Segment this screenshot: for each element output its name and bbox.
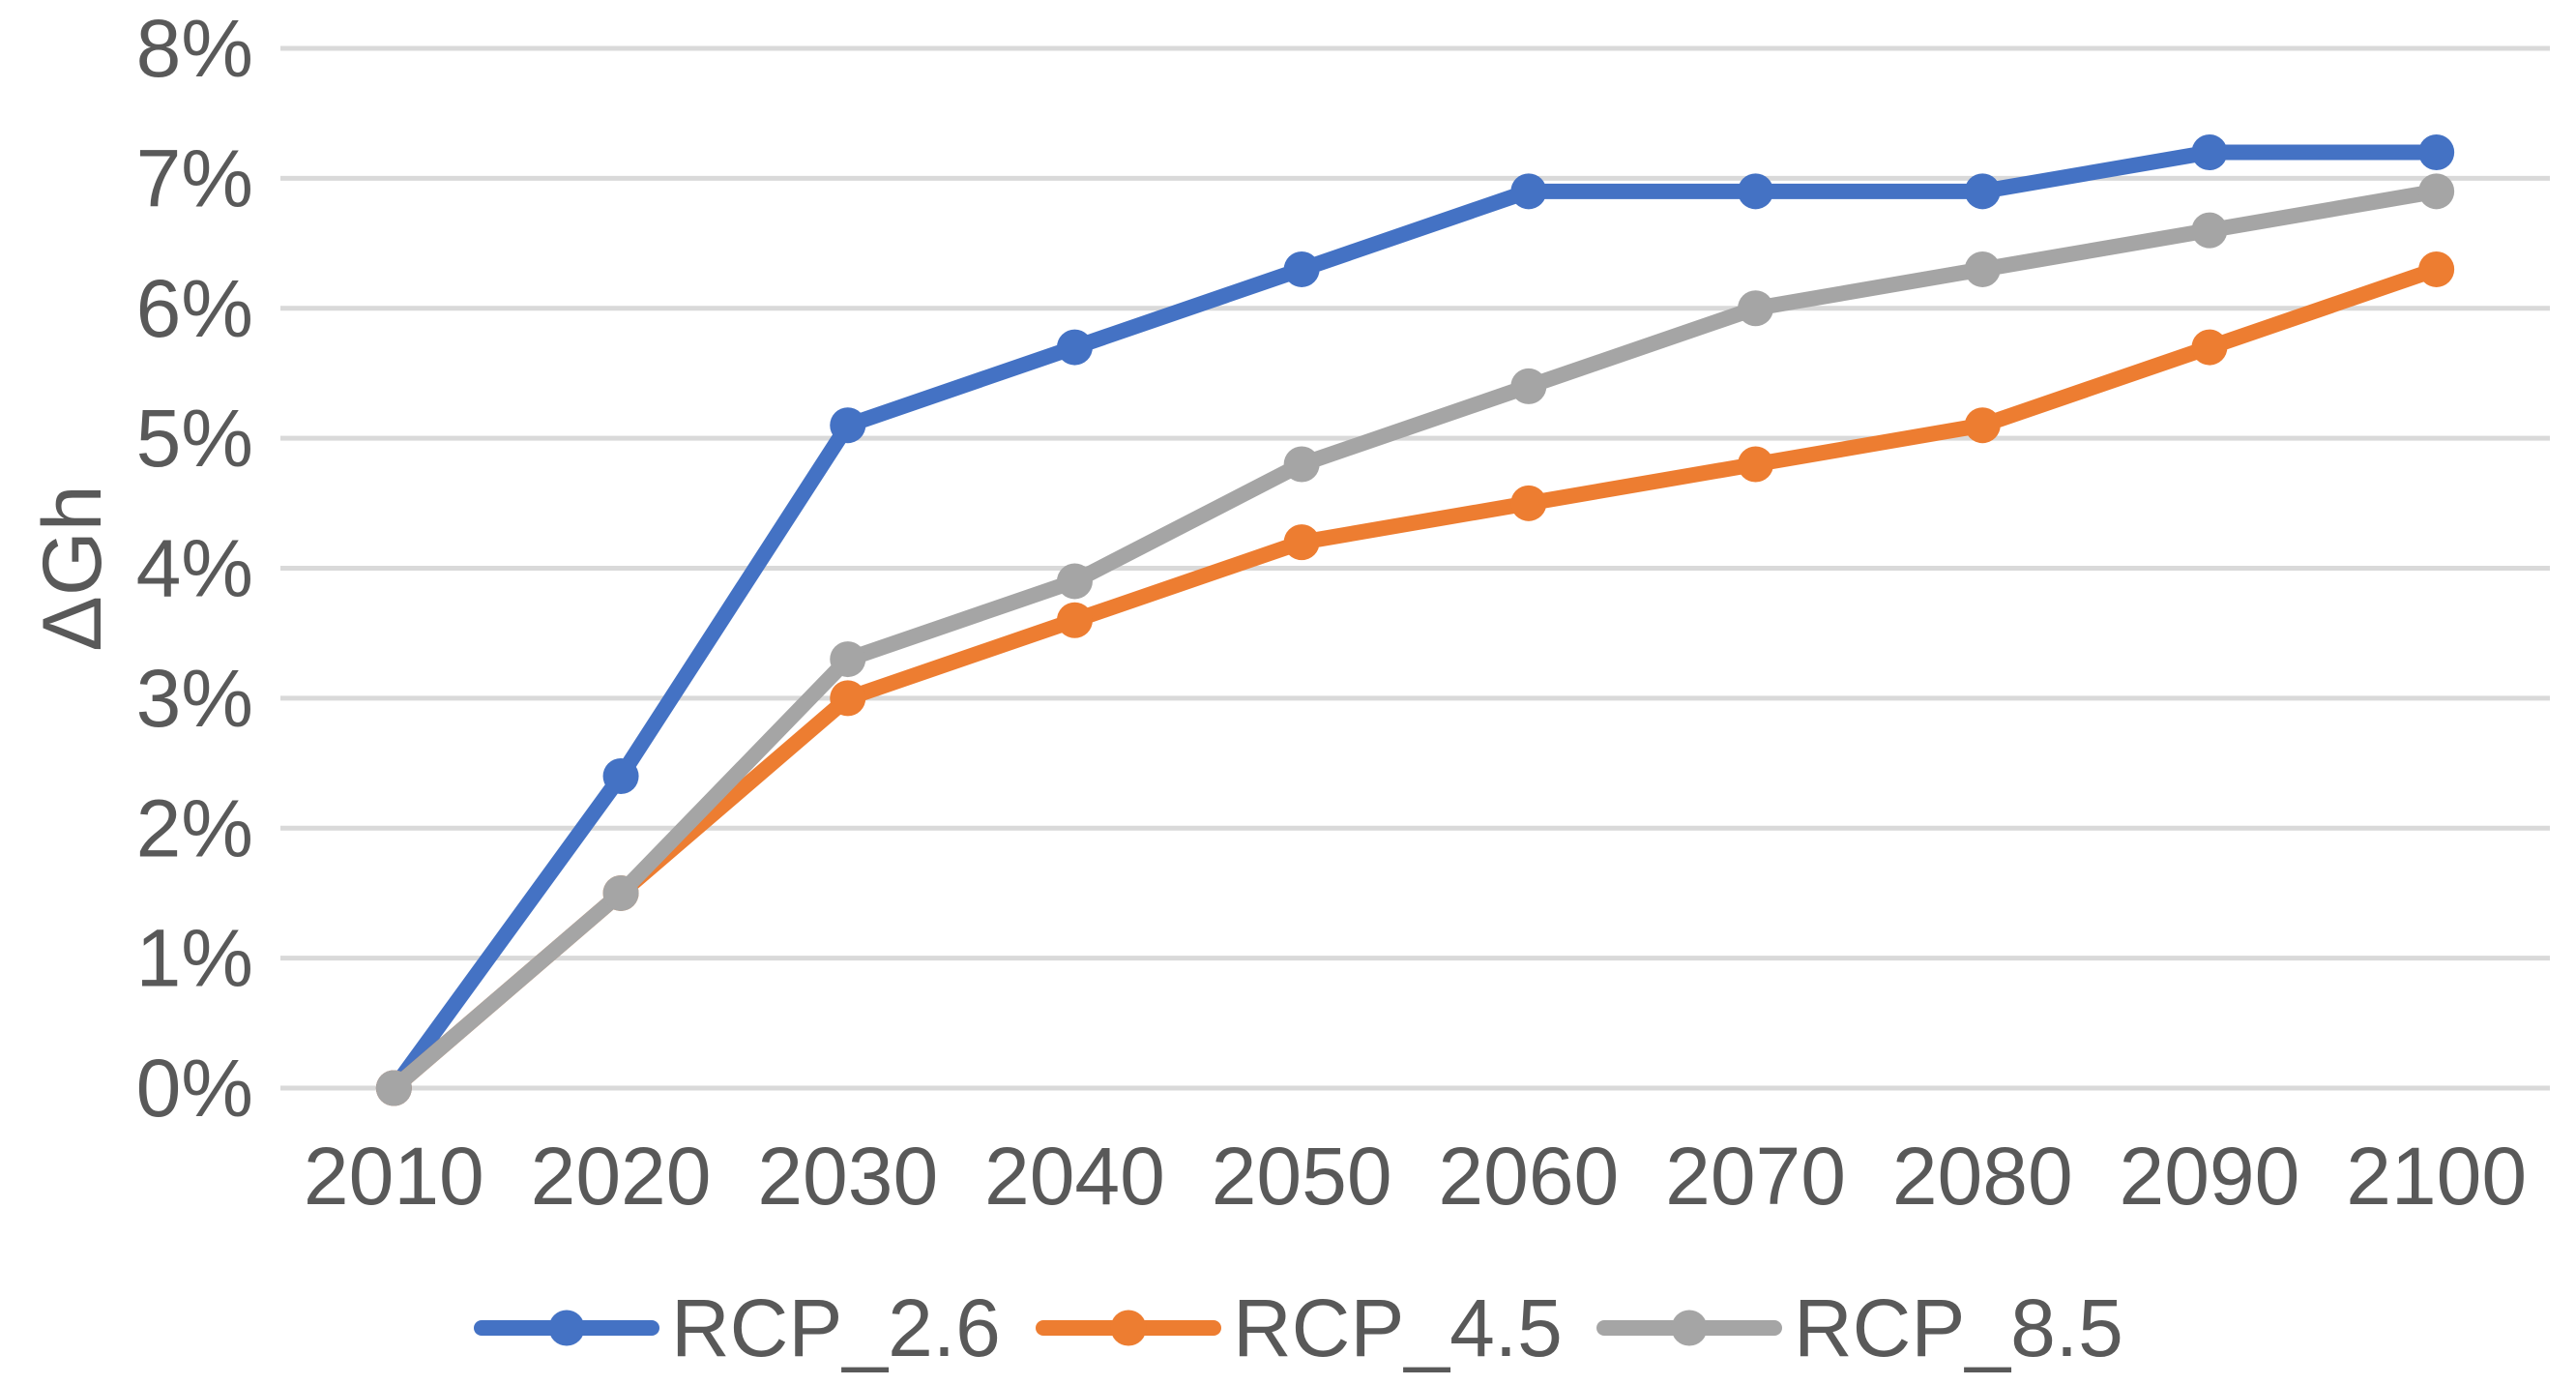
- y-tick-label-5%: 5%: [136, 393, 253, 484]
- data-point-RCP_4.5-2030: [830, 680, 866, 717]
- x-tick-label-2040: 2040: [984, 1131, 1165, 1222]
- data-point-RCP_2.6-2030: [830, 407, 866, 444]
- data-point-RCP_8.5-2040: [1056, 563, 1093, 600]
- data-point-RCP_4.5-2080: [1964, 407, 2001, 444]
- series-RCP_8.5: [375, 173, 2455, 1106]
- y-tick-label-2%: 2%: [136, 782, 253, 873]
- data-point-RCP_8.5-2060: [1510, 368, 1547, 404]
- legend-marker-dot-RCP_2.6: [548, 1310, 585, 1346]
- gridlines: [280, 45, 2550, 1091]
- data-point-RCP_2.6-2060: [1510, 173, 1547, 210]
- legend: RCP_2.6 RCP_4.5 RCP_8.5: [474, 1282, 2123, 1373]
- y-tick-label-7%: 7%: [136, 133, 253, 223]
- y-tick-label-4%: 4%: [136, 523, 253, 614]
- data-point-RCP_8.5-2090: [2191, 212, 2228, 249]
- data-point-RCP_4.5-2040: [1056, 602, 1093, 638]
- legend-marker-dot-RCP_8.5: [1671, 1310, 1708, 1346]
- x-tick-label-2030: 2030: [757, 1131, 938, 1222]
- x-tick-label-2020: 2020: [531, 1131, 712, 1222]
- y-tick-label-8%: 8%: [136, 3, 253, 94]
- data-point-RCP_4.5-2050: [1283, 524, 1320, 561]
- series-line-RCP_2.6: [386, 144, 2444, 1096]
- data-point-RCP_4.5-2070: [1738, 446, 1774, 483]
- x-tick-label-2060: 2060: [1438, 1131, 1619, 1222]
- data-point-RCP_4.5-2060: [1510, 485, 1547, 521]
- legend-label-RCP_2.6: RCP_2.6: [671, 1282, 1001, 1373]
- legend-label-RCP_4.5: RCP_4.5: [1233, 1282, 1563, 1373]
- data-point-RCP_2.6-2090: [2191, 134, 2228, 170]
- data-point-RCP_2.6-2050: [1283, 250, 1320, 287]
- data-point-RCP_8.5-2020: [602, 874, 639, 911]
- data-point-RCP_8.5-2050: [1283, 446, 1320, 483]
- data-point-RCP_8.5-2080: [1964, 250, 2001, 287]
- series-line-RCP_4.5: [386, 261, 2444, 1096]
- data-point-RCP_8.5-2030: [830, 641, 866, 678]
- data-point-RCP_2.6-2040: [1056, 329, 1093, 366]
- data-point-RCP_8.5-2100: [2418, 173, 2455, 210]
- series-RCP_2.6: [375, 134, 2455, 1106]
- legend-item-RCP_8.5: RCP_8.5: [1596, 1282, 2123, 1373]
- data-point-RCP_2.6-2080: [1964, 173, 2001, 210]
- data-point-RCP_4.5-2100: [2418, 250, 2455, 287]
- y-tick-label-3%: 3%: [136, 653, 253, 744]
- legend-item-RCP_4.5: RCP_4.5: [1036, 1282, 1563, 1373]
- data-point-RCP_4.5-2090: [2191, 329, 2228, 366]
- x-tick-label-2070: 2070: [1665, 1131, 1846, 1222]
- data-point-RCP_2.6-2020: [602, 758, 639, 794]
- y-tick-label-6%: 6%: [136, 263, 253, 354]
- x-tick-label-2090: 2090: [2120, 1131, 2300, 1222]
- series-line-RCP_8.5: [386, 183, 2444, 1096]
- legend-label-RCP_8.5: RCP_8.5: [1794, 1282, 2123, 1373]
- y-tick-label-1%: 1%: [136, 913, 253, 1004]
- data-point-RCP_2.6-2100: [2418, 134, 2455, 170]
- y-axis-title: ΔGh: [26, 485, 119, 651]
- x-tick-label-2010: 2010: [304, 1131, 484, 1222]
- x-axis-tick-labels: 2010 2020 2030 2040 2050 2060 2070 2080 2090 2100: [304, 1131, 2527, 1222]
- legend-marker-dot-RCP_4.5: [1110, 1310, 1147, 1346]
- y-axis-tick-labels: 0% 1% 2% 3% 4% 5% 6% 7% 8%: [136, 3, 253, 1134]
- data-point-RCP_2.6-2070: [1738, 173, 1774, 210]
- data-point-RCP_8.5-2070: [1738, 290, 1774, 327]
- x-tick-label-2050: 2050: [1212, 1131, 1392, 1222]
- x-tick-label-2100: 2100: [2346, 1131, 2527, 1222]
- x-tick-label-2080: 2080: [1892, 1131, 2073, 1222]
- legend-item-RCP_2.6: RCP_2.6: [474, 1282, 1001, 1373]
- data-point-RCP_8.5-2010: [375, 1070, 412, 1106]
- y-tick-label-0%: 0%: [136, 1043, 253, 1134]
